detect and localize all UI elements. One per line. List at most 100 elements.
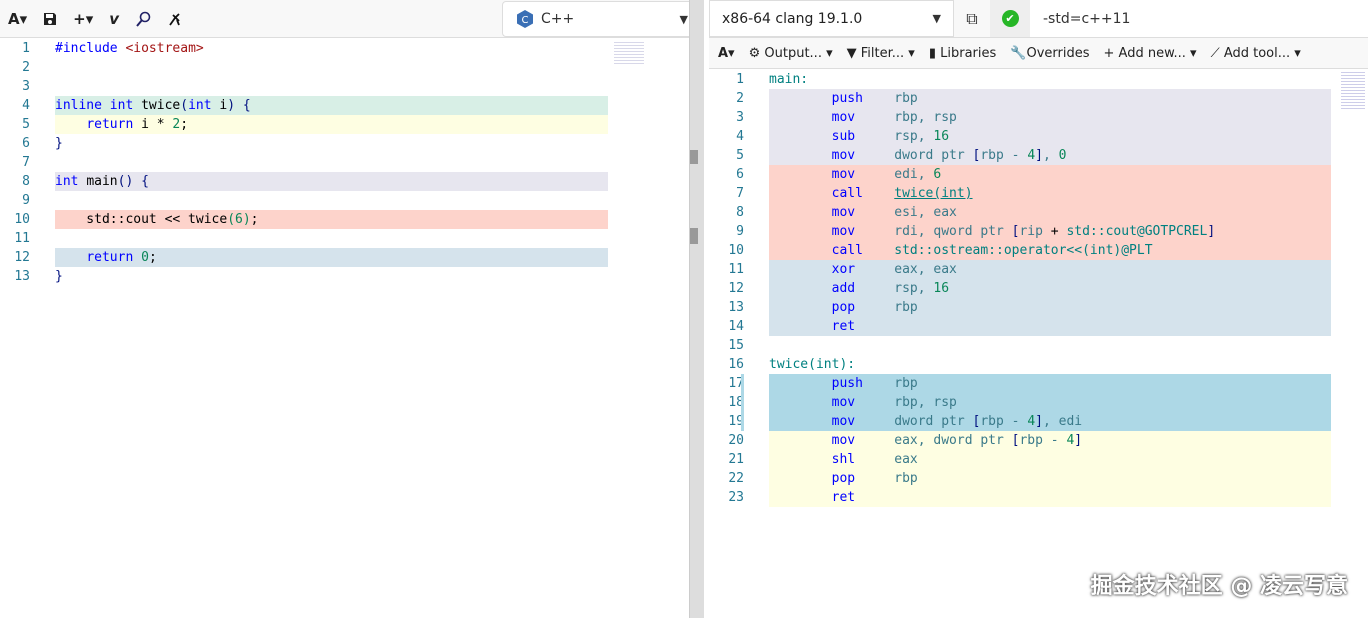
code-token	[769, 224, 832, 239]
code-token	[769, 262, 832, 277]
code-token: twice	[141, 97, 181, 113]
code-line: add rsp, 16	[769, 279, 1331, 298]
code-token	[769, 376, 832, 391]
code-token: main:	[769, 72, 809, 87]
add-button[interactable]: +▾	[73, 9, 94, 28]
code-line	[769, 336, 1331, 355]
code-token: call	[831, 243, 895, 258]
line-number: 4	[22, 97, 30, 113]
code-token: rbp -	[980, 148, 1028, 163]
line-number: 2	[22, 59, 30, 75]
libraries-button[interactable]: ▮ Libraries	[928, 45, 997, 61]
code-token: mov	[831, 110, 895, 125]
code-token: int	[188, 97, 220, 113]
popout-icon[interactable]: ⧉	[966, 8, 978, 28]
code-token: return	[86, 116, 142, 132]
vim-mode-button[interactable]: v	[109, 9, 120, 28]
language-select[interactable]: C C++ ▼	[502, 1, 701, 37]
line-number: 16	[728, 357, 744, 372]
compiler-options-input[interactable]: -std=c++11	[1030, 0, 1368, 37]
assembly-output[interactable]: 1 main: 2 push rbp 3 mov rbp, rsp 4 sub rsp,…	[709, 70, 1368, 618]
code-token: mov	[831, 224, 895, 239]
code-token: mov	[831, 414, 895, 429]
code-line: xor eax, eax	[769, 260, 1331, 279]
output-button[interactable]: ⚙ Output... ▾	[748, 45, 833, 61]
code-line	[55, 153, 608, 172]
editor-toolbar: A▾ +▾ v C C++ ▼	[0, 0, 701, 38]
save-icon[interactable]	[43, 12, 57, 26]
code-token: sub	[831, 129, 895, 144]
code-token: pop	[831, 300, 895, 315]
scrollbar-thumb[interactable]	[690, 228, 698, 244]
editor-scrollbar[interactable]	[690, 0, 704, 618]
code-token: }	[55, 268, 63, 284]
code-line: ret	[769, 317, 1331, 336]
font-size-button[interactable]: A▾	[8, 9, 28, 28]
code-token: edi,	[894, 167, 934, 182]
overrides-button[interactable]: 🔧Overrides	[1010, 45, 1090, 61]
code-line: push rbp	[769, 374, 1331, 393]
filter-label: Filter...	[860, 45, 905, 61]
code-line: #include <iostream>	[55, 39, 608, 58]
pane-splitter[interactable]	[689, 0, 709, 618]
code-line: std::cout << twice(6);	[55, 209, 608, 229]
code-token: mov	[831, 148, 895, 163]
add-new-button[interactable]: + Add new... ▾	[1103, 45, 1197, 61]
code-line: mov esi, eax	[769, 203, 1331, 222]
scrollbar-thumb[interactable]	[690, 150, 698, 164]
line-number: 17	[728, 376, 744, 391]
code-token	[769, 490, 832, 505]
code-line: mov rdi, qword ptr [rip + std::cout@GOTP…	[769, 222, 1331, 241]
code-token: ]	[1207, 224, 1216, 239]
success-icon: ✔	[990, 0, 1030, 37]
quick-bench-icon[interactable]	[167, 11, 183, 27]
code-token: 2	[172, 116, 181, 132]
overrides-label: Overrides	[1026, 45, 1090, 61]
code-token: rsp,	[894, 281, 934, 296]
line-number: 7	[736, 186, 744, 201]
add-tool-button[interactable]: ⟋ Add tool... ▾	[1210, 45, 1301, 61]
code-token	[769, 414, 832, 429]
code-token	[769, 148, 832, 163]
code-line: }	[55, 267, 608, 286]
code-token: main	[86, 173, 118, 189]
symbol-link[interactable]: twice(int)	[894, 186, 973, 201]
font-size-button[interactable]: A▾	[718, 45, 735, 61]
code-token: 16	[933, 281, 950, 296]
cpp-logo-icon: C	[517, 10, 533, 28]
compiler-select[interactable]: x86-64 clang 19.1.0 ▼	[709, 0, 954, 37]
cppinsights-icon[interactable]	[135, 11, 151, 27]
code-token: rip	[1019, 224, 1051, 239]
code-token: rbp	[894, 471, 918, 486]
code-token: [	[1011, 433, 1020, 448]
line-number: 3	[736, 110, 744, 125]
code-line: call twice(int)	[769, 184, 1331, 203]
code-token: std::ostream::operator<<(int)@PLT	[894, 243, 1153, 258]
line-number: 6	[736, 167, 744, 182]
code-token: (	[180, 97, 189, 113]
code-line: push rbp	[769, 89, 1331, 108]
compiler-toolbar: x86-64 clang 19.1.0 ▼ ⧉ ✔ -std=c++11	[709, 0, 1368, 38]
code-line: return i * 2;	[55, 114, 608, 134]
source-code[interactable]: 1 #include <iostream> 2 3 4 inline int twice(…	[0, 38, 689, 618]
minimap[interactable]	[614, 40, 644, 64]
minimap[interactable]	[1341, 70, 1365, 110]
code-token: rbp, rsp	[894, 110, 957, 125]
code-token: rbp -	[1019, 433, 1067, 448]
code-token	[55, 250, 86, 265]
filter-button[interactable]: ▼ Filter... ▾	[846, 45, 915, 61]
output-label: Output...	[764, 45, 822, 61]
code-token: add	[831, 281, 895, 296]
code-token: return	[86, 249, 142, 265]
gutter-marker	[741, 412, 744, 431]
code-line: shl eax	[769, 450, 1331, 469]
code-token: esi, eax	[894, 205, 957, 220]
code-token: int	[55, 173, 87, 189]
code-token	[769, 471, 832, 486]
line-number: 23	[728, 490, 744, 505]
code-token: (	[227, 211, 236, 227]
code-line: return 0;	[55, 247, 608, 267]
code-token: <iostream>	[125, 40, 204, 56]
line-number: 11	[14, 230, 30, 246]
code-token: 4	[1066, 433, 1075, 448]
